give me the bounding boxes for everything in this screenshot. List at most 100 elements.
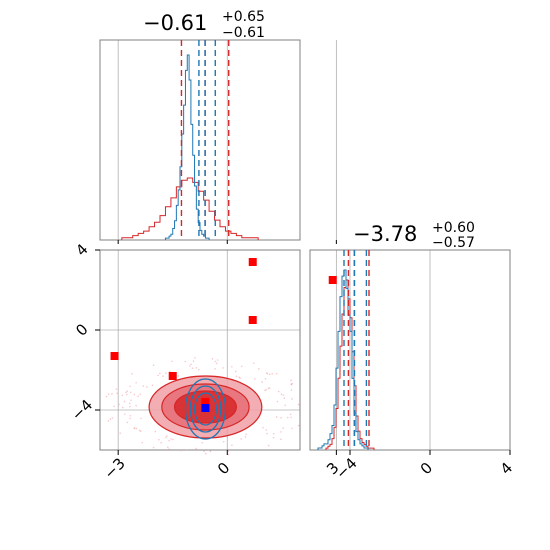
sample-point [272, 432, 275, 435]
sample-point [180, 449, 182, 452]
sample-point [277, 390, 280, 393]
sample-point [140, 417, 142, 420]
sample-point [290, 416, 292, 419]
sample-point [122, 406, 124, 409]
sample-point [297, 403, 300, 406]
sample-point [222, 440, 225, 443]
sample-point [138, 429, 141, 432]
sample-point [107, 393, 110, 395]
sample-point [154, 430, 157, 433]
sample-point [129, 391, 132, 394]
sample-point [190, 363, 192, 366]
sample-point [245, 433, 247, 436]
sample-point [267, 444, 270, 447]
sample-point [286, 416, 289, 419]
sample-point [186, 449, 188, 452]
sample-point [214, 368, 216, 370]
sample-point [291, 398, 293, 400]
sample-point [170, 438, 172, 440]
x-tick-label: 4 [497, 459, 516, 478]
sample-point [282, 427, 284, 429]
sample-point [111, 417, 114, 419]
sample-point [119, 432, 122, 434]
sample-point [121, 394, 124, 397]
sample-point [289, 413, 292, 416]
sample-point [244, 436, 247, 438]
sample-point [254, 378, 256, 380]
sample-point [266, 372, 269, 375]
y-tick-label: 0 [72, 320, 91, 339]
sample-point [201, 441, 204, 444]
sample-point [129, 405, 131, 408]
title-param-2: −3.78 +0.60 −0.57 [353, 220, 475, 251]
sample-point [195, 447, 197, 450]
sample-point [165, 372, 167, 374]
x-tick-label: −4 [332, 454, 360, 482]
sample-point [158, 438, 160, 441]
title-2-plus: +0.60 [432, 220, 475, 236]
sample-point [253, 362, 255, 364]
sample-point [216, 359, 219, 361]
sample-point [167, 446, 169, 449]
sample-point [268, 387, 271, 389]
sample-point [262, 426, 264, 429]
sample-point [265, 388, 267, 391]
sample-point [227, 450, 230, 452]
sample-point [291, 427, 293, 430]
sample-point [239, 377, 241, 380]
sample-point [264, 378, 267, 380]
red-marker [248, 316, 257, 324]
sample-point [131, 372, 133, 375]
sample-point [157, 374, 159, 377]
sample-point [265, 429, 268, 431]
sample-point [191, 367, 194, 369]
sample-point [105, 395, 108, 398]
sample-point [137, 395, 139, 398]
sample-point [290, 383, 293, 386]
sample-point [160, 441, 162, 444]
histogram-red-series [121, 177, 259, 240]
sample-point [129, 385, 131, 388]
sample-point [111, 393, 113, 395]
sample-point [152, 446, 155, 449]
sample-point [205, 452, 207, 455]
title-param-1: −0.61 +0.65 −0.61 [143, 9, 265, 41]
title-1-main: −0.61 [143, 11, 207, 35]
sample-point [203, 450, 205, 452]
title-2-minus: −0.57 [432, 235, 475, 251]
y-tick-label: 4 [72, 240, 91, 259]
sample-point [189, 365, 191, 367]
sample-point [115, 388, 118, 390]
sample-point [194, 356, 196, 359]
sample-point [151, 384, 154, 387]
sample-point [268, 373, 271, 376]
panel-frame [309, 249, 511, 451]
sample-point [235, 375, 238, 378]
x-tick-label: −3 [100, 454, 128, 482]
sample-point [214, 360, 217, 363]
sample-point [171, 360, 173, 363]
red-marker [110, 352, 119, 360]
sample-point [118, 403, 120, 406]
red-marker [168, 372, 177, 380]
sample-point [123, 400, 126, 403]
sample-point [280, 438, 282, 440]
sample-point [261, 381, 264, 383]
sample-point [290, 379, 292, 382]
sample-point [142, 385, 145, 387]
sample-point [126, 393, 128, 396]
blue-contour [193, 392, 218, 426]
sample-point [280, 417, 282, 419]
sample-point [135, 381, 137, 384]
sample-point [162, 375, 164, 377]
sample-point [258, 368, 260, 370]
sample-point [240, 438, 242, 440]
sample-point [290, 389, 293, 391]
x-tick-label: 0 [417, 459, 436, 478]
title-1-plus: +0.65 [222, 9, 265, 25]
sample-point [146, 386, 148, 388]
sample-point [128, 402, 131, 405]
sample-point [227, 453, 230, 456]
red-marker [248, 258, 257, 266]
